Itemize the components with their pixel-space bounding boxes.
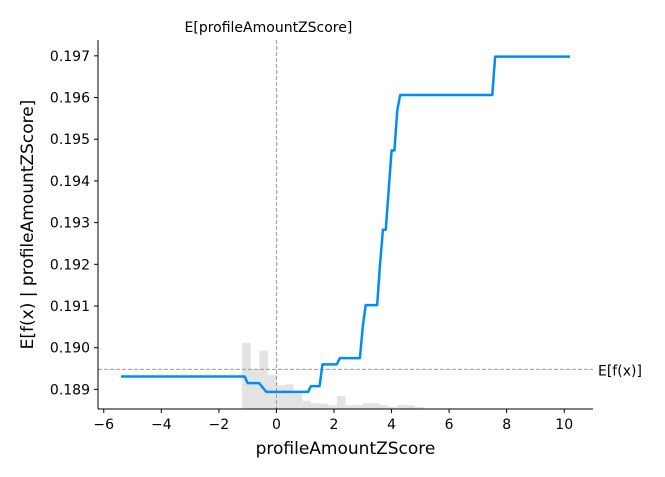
histogram-bar-9: [319, 403, 329, 409]
histogram-bar-8: [310, 403, 320, 409]
x-tick-label: 0: [272, 417, 281, 433]
histogram-bar-14: [362, 403, 372, 409]
histogram-bar-18: [397, 405, 406, 409]
y-tick-label: 0.192: [50, 257, 90, 273]
y-tick-label: 0.197: [50, 49, 90, 65]
x-tick-label: 10: [555, 417, 573, 433]
y-tick-label: 0.193: [50, 216, 90, 232]
histogram-bar-12: [345, 405, 355, 409]
histogram-bar-2: [259, 350, 268, 409]
y-axis-title: E[f(x) | profileAmountZScore]: [18, 100, 38, 350]
histogram-bar-17: [388, 406, 398, 409]
histogram-bar-10: [328, 405, 337, 409]
histogram-bar-7: [302, 400, 311, 409]
y-tick-label: 0.191: [50, 299, 90, 315]
histogram: [241, 342, 424, 409]
histogram-bar-1: [250, 369, 260, 409]
expected-feature-label: E[profileAmountZScore]: [185, 20, 353, 36]
x-tick-label: 6: [445, 417, 454, 433]
axes: [97, 40, 593, 410]
y-ticks: 0.189 0.190 0.191 0.192 0.193 0.194 0.195 0.196…: [50, 49, 98, 398]
histogram-bar-20: [414, 406, 424, 409]
x-tick-label: −6: [93, 417, 114, 433]
x-tick-label: −4: [151, 417, 172, 433]
expected-output-label: E[f(x)]: [598, 363, 642, 379]
histogram-bar-16: [380, 405, 389, 409]
y-tick-label: 0.194: [50, 174, 90, 190]
dependence-line-group: [121, 55, 570, 394]
reference-lines: [98, 40, 593, 409]
histogram-bar-11: [336, 396, 346, 409]
histogram-bar-19: [405, 405, 415, 409]
x-tick-label: 8: [502, 417, 511, 433]
x-tick-label: 2: [330, 417, 339, 433]
histogram-bar-13: [354, 405, 363, 409]
histogram-bar-0: [241, 342, 251, 409]
x-tick-label: −2: [209, 417, 230, 433]
histogram-bar-6: [293, 393, 303, 409]
x-axis-title: profileAmountZScore: [256, 439, 436, 459]
dependence-line: [121, 55, 570, 394]
y-tick-label: 0.190: [50, 341, 90, 357]
histogram-bar-4: [276, 385, 286, 409]
x-ticks: −6 −4 −2 0 2 4 6 8 10: [93, 409, 573, 433]
x-tick-label: 4: [387, 417, 396, 433]
y-tick-label: 0.195: [50, 132, 90, 148]
histogram-bar-5: [285, 384, 294, 409]
histogram-bar-15: [371, 403, 381, 409]
y-tick-label: 0.189: [50, 382, 90, 398]
y-tick-label: 0.196: [50, 91, 90, 107]
